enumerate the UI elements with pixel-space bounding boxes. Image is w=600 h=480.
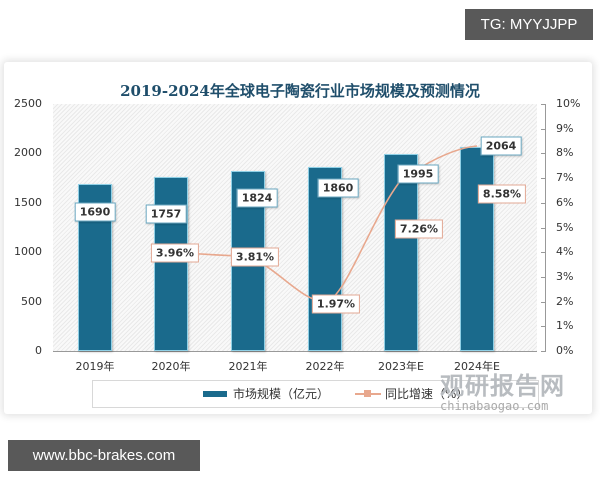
- right-tick-mark: [541, 178, 546, 179]
- right-tick-mark: [541, 277, 546, 278]
- x-axis-label: 2024年E: [454, 360, 500, 373]
- right-tick-mark: [541, 129, 546, 130]
- right-axis-tick: 10%: [556, 97, 581, 110]
- left-axis-tick: 2000: [14, 146, 42, 159]
- bar-2024e: [460, 147, 494, 351]
- right-axis-tick: 6%: [556, 196, 574, 209]
- bar-value-label: 2064: [480, 136, 522, 156]
- left-axis-tick: 2500: [14, 97, 42, 110]
- x-axis-label: 2019年: [75, 360, 115, 373]
- right-axis-tick: 4%: [556, 245, 574, 258]
- watermark-cn: 观研报告网: [440, 372, 565, 400]
- growth-value-label: 7.26%: [394, 219, 444, 239]
- bar-value-label: 1995: [397, 164, 439, 184]
- right-axis-tick: 9%: [556, 122, 574, 135]
- right-axis-tick: 7%: [556, 171, 574, 184]
- right-tick-mark: [541, 104, 546, 105]
- right-axis-tick: 2%: [556, 295, 574, 308]
- line-marker-swatch-icon: [355, 389, 381, 399]
- right-axis-line: [545, 104, 546, 351]
- watermark-en: chinabaogao.com: [440, 399, 549, 413]
- bar-2023e: [384, 154, 418, 351]
- x-axis-label: 2020年: [151, 360, 191, 373]
- right-tick-mark: [541, 302, 546, 303]
- left-axis-tick: 1000: [14, 245, 42, 258]
- right-tick-mark: [541, 252, 546, 253]
- right-tick-mark: [541, 228, 546, 229]
- growth-value-label: 8.58%: [477, 184, 527, 204]
- legend-item-growth: 同比增速（%）: [355, 385, 468, 402]
- right-axis-tick: 3%: [556, 270, 574, 283]
- top-watermark-tag: TG: MYYJJPP: [465, 9, 593, 40]
- growth-value-label: 3.81%: [230, 247, 280, 267]
- right-axis-tick: 1%: [556, 319, 574, 332]
- source-watermark: 观研报告网 chinabaogao.com: [440, 366, 565, 413]
- bar-value-label: 1860: [317, 178, 359, 198]
- right-axis-tick: 8%: [556, 146, 574, 159]
- right-tick-mark: [541, 153, 546, 154]
- x-axis-label: 2022年: [305, 360, 345, 373]
- right-axis-tick: 0%: [556, 344, 574, 357]
- x-axis-label: 2023年E: [378, 360, 424, 373]
- right-tick-mark: [541, 326, 546, 327]
- right-axis-tick: 5%: [556, 221, 574, 234]
- x-axis-label: 2021年: [228, 360, 268, 373]
- bar-value-label: 1824: [236, 188, 278, 208]
- right-tick-mark: [541, 351, 546, 352]
- legend-item-market-size: 市场规模（亿元）: [203, 385, 329, 402]
- bar-2020: [154, 177, 188, 351]
- right-tick-mark: [541, 203, 546, 204]
- chart-legend: 市场规模（亿元） 同比增速（%）: [92, 380, 539, 408]
- x-axis-line: [53, 351, 537, 352]
- bottom-watermark-tag: www.bbc-brakes.com: [8, 440, 200, 471]
- left-axis-tick: 1500: [14, 196, 42, 209]
- bar-value-label: 1690: [74, 202, 116, 222]
- bar-value-label: 1757: [145, 204, 187, 224]
- chart-title: 2019-2024年全球电子陶瓷行业市场规模及预测情况: [120, 82, 480, 100]
- growth-value-label: 1.97%: [311, 294, 361, 314]
- left-axis-tick: 500: [21, 295, 42, 308]
- bar-swatch-icon: [203, 390, 227, 397]
- growth-value-label: 3.96%: [150, 243, 200, 263]
- left-axis-tick: 0: [35, 344, 42, 357]
- legend-label: 同比增速（%）: [385, 387, 469, 401]
- legend-label: 市场规模（亿元）: [233, 387, 330, 401]
